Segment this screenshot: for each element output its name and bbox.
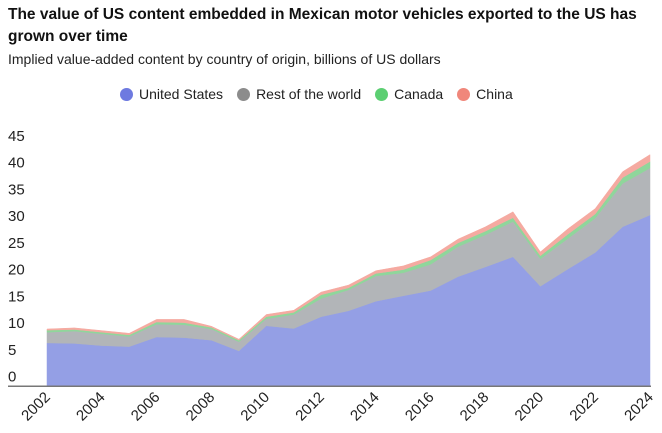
legend: United States Rest of the world Canada C… [120,86,513,102]
x-tick-label: 2024 [621,389,657,425]
x-tick-label: 2022 [566,389,602,425]
legend-swatch [120,87,133,101]
legend-label: Rest of the world [256,86,362,102]
x-tick-label: 2012 [292,389,328,425]
chart-subtitle: Implied value-added content by country o… [8,51,441,67]
x-tick-label: 2006 [128,389,164,425]
legend-item-china: China [457,86,513,102]
area-china [46,154,651,341]
y-tick-label: 5 [8,342,16,359]
y-tick-label: 25 [8,235,25,252]
x-tick-label: 2004 [73,389,109,425]
legend-label: United States [139,86,224,102]
x-tick-label: 2014 [347,389,383,425]
legend-label: China [476,86,513,102]
x-tick-label: 2008 [183,389,219,425]
legend-label: Canada [394,86,444,102]
x-tick-label: 2016 [402,389,438,425]
y-tick-label: 45 [8,128,25,145]
x-tick-label: 2010 [237,389,273,425]
y-tick-label: 40 [8,155,25,172]
x-tick-label: 2020 [512,389,548,425]
legend-item-united-states: United States [120,86,223,102]
legend-item-rest-of-world: Rest of the world [237,86,361,102]
y-tick-label: 20 [8,262,25,279]
chart-title: The value of US content embedded in Mexi… [8,6,637,45]
legend-swatch [237,87,251,101]
y-tick-label: 10 [8,315,25,332]
y-tick-label: 0 [8,369,16,386]
y-tick-label: 35 [8,181,25,198]
legend-swatch [457,87,471,101]
y-tick-label: 15 [8,288,25,305]
y-tick-label: 30 [8,208,25,225]
legend-swatch [375,87,389,101]
x-tick-label: 2002 [18,389,54,425]
x-tick-label: 2018 [457,389,493,425]
legend-item-canada: Canada [375,86,443,102]
